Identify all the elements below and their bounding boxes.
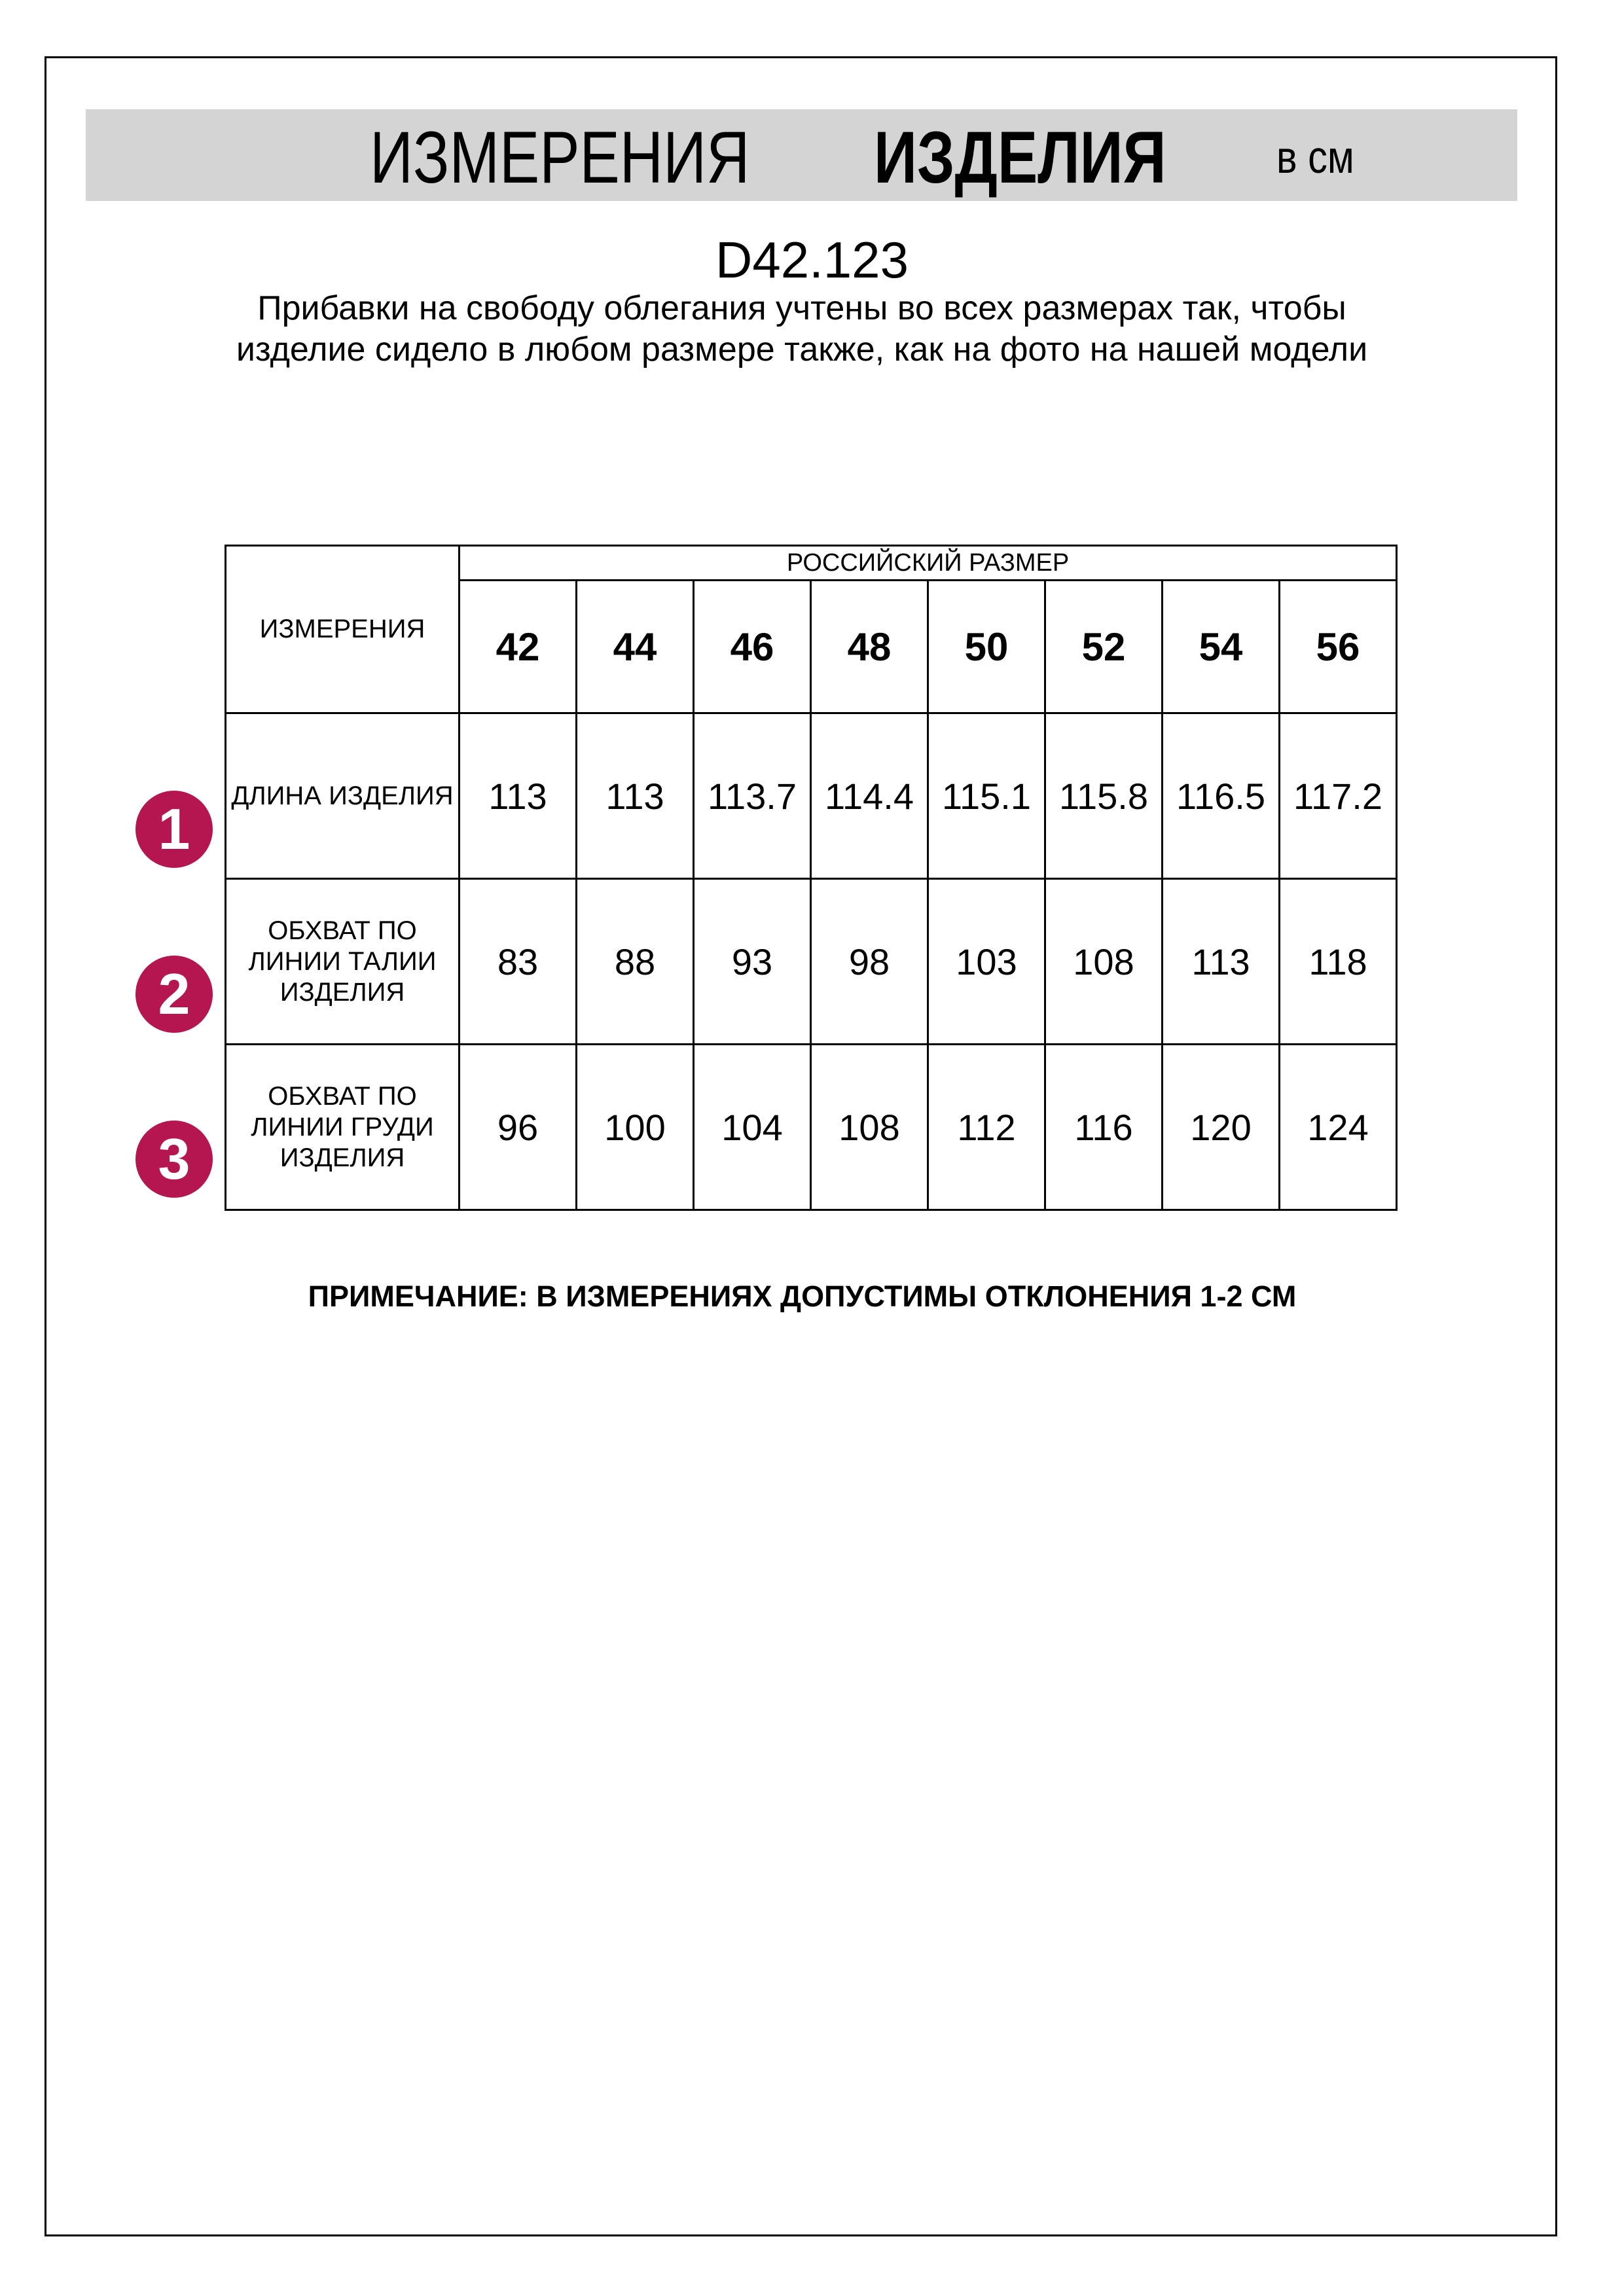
- cell-value: 116.5: [1161, 712, 1280, 880]
- table-row: ОБХВАТ ПО ЛИНИИ ГРУДИ ИЗДЕЛИЯ 96 100 104 108…: [225, 1043, 1398, 1211]
- cell-value: 108: [1044, 878, 1163, 1045]
- subtitle: Прибавки на свободу облегания учтены во …: [236, 289, 1368, 368]
- title-unit: в см: [1276, 132, 1354, 183]
- cell-value: 113: [458, 712, 577, 880]
- cell-value: 124: [1278, 1043, 1398, 1211]
- size-header-48: 48: [810, 579, 929, 714]
- cell-value: 83: [458, 878, 577, 1045]
- cell-value: 116: [1044, 1043, 1163, 1211]
- cell-value: 104: [693, 1043, 812, 1211]
- size-group-header: РОССИЙСКИЙ РАЗМЕР: [458, 545, 1398, 581]
- cell-value: 114.4: [810, 712, 929, 880]
- title-regular: ИЗМЕРЕНИЯ: [370, 117, 750, 198]
- table-row: ДЛИНА ИЗДЕЛИЯ 113 113 113.7 114.4 115.1 115.8 1…: [225, 712, 1398, 880]
- cell-value: 98: [810, 878, 929, 1045]
- row-label: ОБХВАТ ПО ЛИНИИ ТАЛИИ ИЗДЕЛИЯ: [225, 878, 460, 1045]
- note: ПРИМЕЧАНИЕ: В ИЗМЕРЕНИЯХ ДОПУСТИМЫ ОТКЛО…: [308, 1280, 1297, 1313]
- size-header-54: 54: [1161, 579, 1280, 714]
- cell-value: 113.7: [693, 712, 812, 880]
- product-code: D42.123: [715, 231, 909, 289]
- measure-header: ИЗМЕРЕНИЯ: [225, 545, 460, 714]
- header-band: [86, 109, 1517, 201]
- cell-value: 113: [575, 712, 695, 880]
- size-header-52: 52: [1044, 579, 1163, 714]
- sizes-row: 42 44 46 48 50 52 54 56: [226, 579, 1398, 714]
- page-border: [45, 56, 1557, 2236]
- size-header-50: 50: [927, 579, 1046, 714]
- cell-value: 115.1: [927, 712, 1046, 880]
- size-header-42: 42: [458, 579, 577, 714]
- cell-value: 93: [693, 878, 812, 1045]
- row-number-badge: 2: [135, 956, 213, 1033]
- size-header-46: 46: [693, 579, 812, 714]
- cell-value: 108: [810, 1043, 929, 1211]
- cell-value: 117.2: [1278, 712, 1398, 880]
- row-number-badge: 3: [135, 1121, 213, 1198]
- table-row: ОБХВАТ ПО ЛИНИИ ТАЛИИ ИЗДЕЛИЯ 83 88 93 98 103…: [225, 878, 1398, 1045]
- cell-value: 115.8: [1044, 712, 1163, 880]
- row-label: ДЛИНА ИЗДЕЛИЯ: [225, 712, 460, 880]
- cell-value: 103: [927, 878, 1046, 1045]
- size-header-44: 44: [575, 579, 695, 714]
- row-label: ОБХВАТ ПО ЛИНИИ ГРУДИ ИЗДЕЛИЯ: [225, 1043, 460, 1211]
- cell-value: 88: [575, 878, 695, 1045]
- size-header-56: 56: [1278, 579, 1398, 714]
- cell-value: 113: [1161, 878, 1280, 1045]
- size-table: ИЗМЕРЕНИЯ РОССИЙСКИЙ РАЗМЕР 42 44 46 48 50 52…: [225, 545, 1398, 1211]
- cell-value: 100: [575, 1043, 695, 1211]
- cell-value: 118: [1278, 878, 1398, 1045]
- cell-value: 96: [458, 1043, 577, 1211]
- row-number-badge: 1: [135, 791, 213, 868]
- cell-value: 112: [927, 1043, 1046, 1211]
- cell-value: 120: [1161, 1043, 1280, 1211]
- title-bold: ИЗДЕЛИЯ: [874, 117, 1166, 198]
